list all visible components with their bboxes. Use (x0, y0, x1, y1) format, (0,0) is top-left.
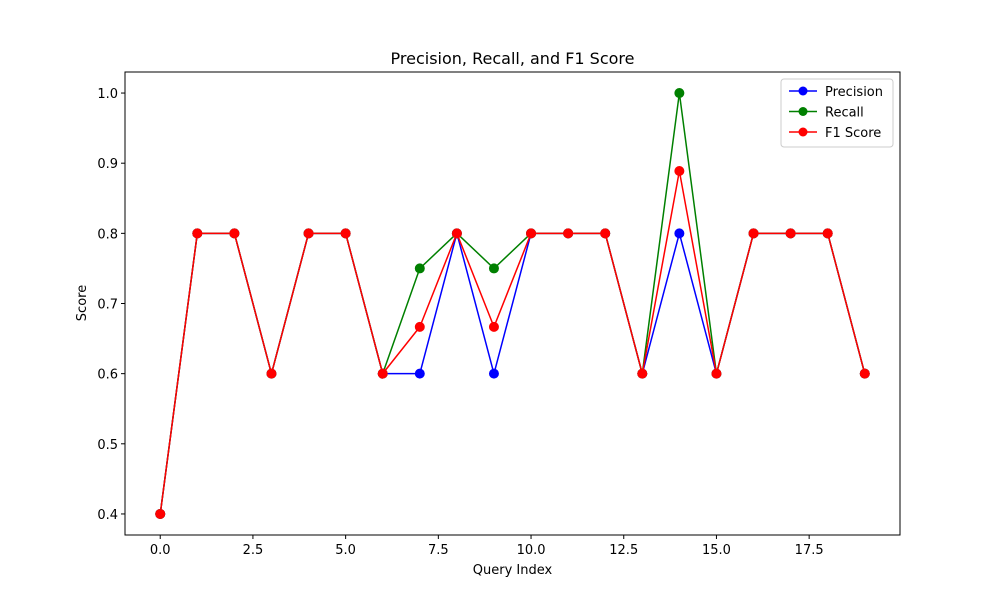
legend-box (780, 78, 894, 148)
f1-score-point (451, 228, 462, 239)
legend-f1-score-label: F1 Score (825, 126, 881, 141)
y-tick-label: 0.7 (97, 298, 118, 313)
f1-score-point (600, 228, 611, 239)
x-tick-label: 2.5 (243, 543, 264, 558)
y-tick-label: 0.4 (97, 508, 118, 523)
f1-score-point (229, 228, 240, 239)
f1-score-point (192, 228, 203, 239)
x-axis-label: Query Index (473, 563, 553, 578)
y-tick-label: 0.6 (97, 368, 118, 383)
y-tick-label: 0.9 (97, 157, 118, 172)
x-axis-ticks: 0.0 2.5 5.0 7.5 10.0 12.5 15.0 17.5 (150, 535, 824, 558)
recall-point (488, 263, 499, 274)
x-tick-label: 7.5 (428, 543, 449, 558)
y-tick-label: 0.8 (97, 227, 118, 242)
f1-score-point (266, 368, 277, 379)
legend-recall-label: Recall (825, 106, 864, 121)
series-f1-score (155, 165, 870, 519)
x-tick-label: 5.0 (335, 543, 356, 558)
f1-score-line (159, 170, 866, 515)
precision-point (488, 368, 499, 379)
f1-score-point (674, 165, 685, 176)
f1-score-point (377, 368, 388, 379)
legend-recall-marker (798, 107, 808, 116)
precision-point (674, 228, 685, 239)
y-axis-label: Score (75, 285, 90, 321)
f1-score-point (155, 508, 166, 519)
x-tick-label: 10.0 (517, 543, 546, 558)
f1-score-point (303, 228, 314, 239)
x-tick-label: 17.5 (795, 543, 824, 558)
y-tick-label: 1.0 (97, 87, 118, 102)
f1-score-point (859, 368, 870, 379)
legend-precision-marker (798, 86, 808, 96)
precision-point (414, 368, 425, 379)
f1-score-point (785, 228, 796, 239)
legend-precision-label: Precision (825, 85, 883, 100)
f1-score-point (748, 228, 759, 239)
recall-point (414, 263, 425, 274)
series-layer (155, 88, 870, 519)
x-tick-label: 15.0 (702, 543, 731, 558)
legend-f1-score-marker (798, 127, 808, 137)
f1-score-point (711, 368, 722, 379)
plot-area-frame (124, 71, 901, 536)
f1-score-point (414, 321, 425, 332)
x-tick-label: 0.0 (150, 543, 171, 558)
recall-point (674, 88, 685, 99)
f1-score-point (637, 368, 648, 379)
x-tick-label: 12.5 (609, 543, 638, 558)
f1-score-point (563, 228, 574, 239)
y-axis-ticks: 0.4 0.5 0.6 0.7 0.8 0.9 1.0 (97, 87, 125, 523)
f1-score-point (340, 228, 351, 239)
f1-score-point (526, 228, 537, 239)
chart-title: Precision, Recall, and F1 Score (391, 49, 635, 68)
legend: Precision Recall F1 Score (780, 78, 894, 148)
f1-score-point (488, 321, 499, 332)
y-tick-label: 0.5 (97, 438, 118, 453)
f1-score-point (822, 228, 833, 239)
